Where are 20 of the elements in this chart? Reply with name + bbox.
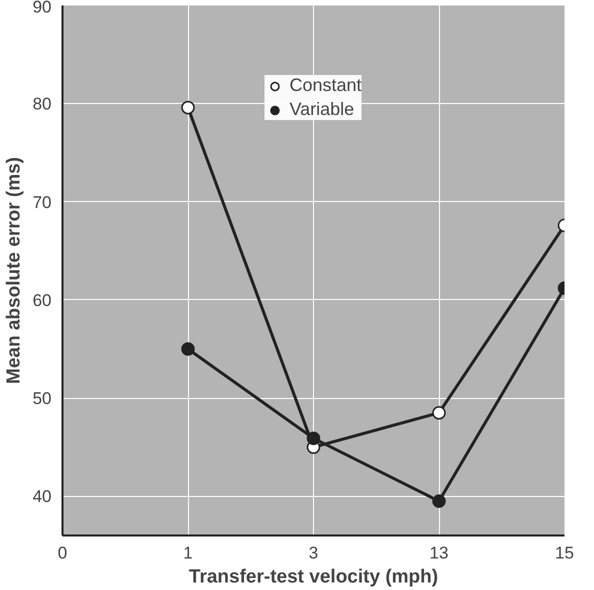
y-tick-label: 90 <box>32 0 52 16</box>
point <box>432 494 446 508</box>
point <box>181 342 195 356</box>
x-tick-label: 0 <box>58 544 68 562</box>
y-tick-label: 40 <box>32 487 52 506</box>
legend-label: Constant <box>289 75 362 96</box>
point <box>432 406 446 420</box>
y-axis-title: Mean absolute error (ms) <box>4 157 25 384</box>
legend-label: Variable <box>289 99 354 120</box>
x-tick-label: 13 <box>430 544 448 562</box>
y-tick-label: 50 <box>32 389 52 408</box>
y-tick-label: 60 <box>32 290 52 310</box>
point <box>306 432 320 446</box>
x-tick-label: 1 <box>183 544 193 562</box>
x-axis-title: Transfer-test velocity (mph) <box>188 566 438 588</box>
x-tick-label: 15 <box>555 544 574 562</box>
y-tick-label: 80 <box>32 94 52 114</box>
y-tick-label: 70 <box>32 192 52 212</box>
x-tick-label: 3 <box>308 544 318 562</box>
point <box>181 100 195 114</box>
